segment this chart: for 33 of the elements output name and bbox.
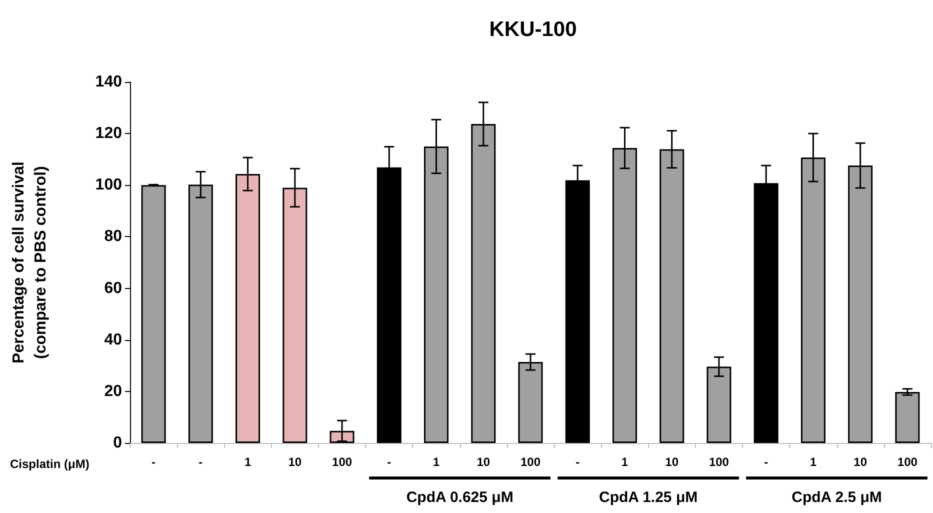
- y-tick-label: 40: [104, 331, 122, 348]
- y-tick-label: 60: [104, 280, 122, 297]
- x-tick-label: 1: [810, 455, 817, 469]
- x-tick-label: -: [764, 455, 768, 469]
- x-tick-label: 10: [854, 455, 868, 469]
- text: Cisplatin (μM): [10, 457, 90, 471]
- x-tick-label: -: [387, 455, 392, 469]
- x-tick-label: 10: [665, 455, 679, 469]
- x-tick-label: -: [152, 455, 156, 469]
- x-tick-label: 1: [432, 455, 440, 469]
- x-tick-label: -: [576, 455, 580, 469]
- x-tick-label: 10: [288, 455, 302, 469]
- chart-title: KKU-100: [489, 18, 577, 41]
- y-tick-label: 120: [95, 125, 122, 142]
- y-tick-label: 0: [113, 434, 122, 452]
- bar: [895, 392, 920, 443]
- x-tick-label: 10: [476, 455, 490, 469]
- y-tick-label: 140: [95, 74, 122, 90]
- y-tick-label: 20: [104, 382, 122, 400]
- x-tick-label: 100: [708, 455, 730, 469]
- y-tick-label: 80: [104, 228, 122, 246]
- x-tick-label: 1: [621, 455, 628, 469]
- x-tick-label: -: [198, 455, 203, 469]
- bar: [141, 185, 166, 443]
- text: CpdA 2.5 μM: [792, 489, 882, 506]
- y-axis-title: Percentage of cell survival (compare to PBS control): [10, 162, 50, 364]
- x-tick-label: 100: [520, 455, 541, 469]
- text: CpdA 0.625 μM: [406, 489, 514, 506]
- x-tick-label: 1: [244, 455, 252, 469]
- y-tick-label: 100: [95, 176, 122, 194]
- x-tick-label: 100: [897, 455, 918, 469]
- x-tick-label: 100: [332, 455, 352, 469]
- text: CpdA 1.25 μM: [598, 489, 698, 506]
